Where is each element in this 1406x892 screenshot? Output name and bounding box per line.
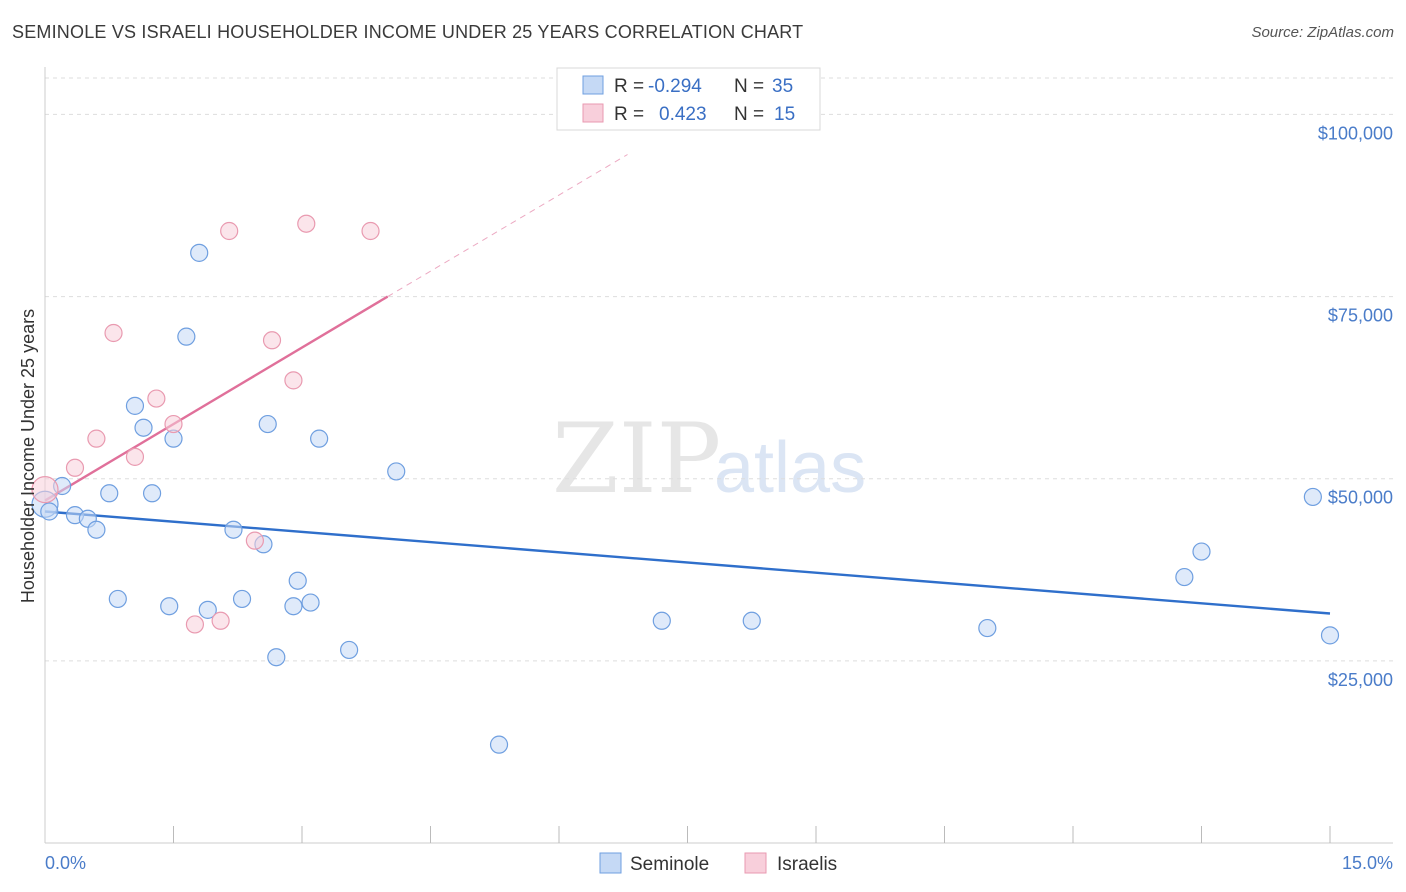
legend-r-label-0: R = xyxy=(614,76,644,97)
correlation-legend: R = -0.294 N = 35 R = 0.423 N = 15 xyxy=(556,67,821,131)
point-seminole-16 xyxy=(232,589,252,609)
point-seminole-6 xyxy=(108,589,127,609)
legend-n-value-1: 15 xyxy=(774,104,795,125)
point-israelis-13 xyxy=(297,214,316,233)
point-israelis-12 xyxy=(284,371,303,390)
point-israelis-7 xyxy=(185,615,205,634)
point-seminole-22 xyxy=(301,593,320,612)
point-seminole-12 xyxy=(177,327,196,346)
point-israelis-0 xyxy=(31,476,59,504)
point-seminole-9 xyxy=(142,484,162,503)
watermark-zip: ZIP xyxy=(552,403,721,515)
chart-source: Source: ZipAtlas.com xyxy=(1251,24,1394,41)
legend-n-value-0: 35 xyxy=(772,76,793,97)
point-seminole-13 xyxy=(190,243,209,262)
x-tick-labels: 0.0% 15.0% xyxy=(45,853,1393,873)
point-israelis-1 xyxy=(65,458,85,477)
point-seminole-27 xyxy=(652,611,671,630)
series-legend: Seminole Israelis xyxy=(599,852,837,875)
point-seminole-23 xyxy=(310,429,329,448)
point-israelis-2 xyxy=(87,429,106,448)
point-seminole-33 xyxy=(1320,626,1340,645)
point-israelis-4 xyxy=(125,447,145,466)
point-israelis-10 xyxy=(245,531,264,550)
x-tick-label-max: 15.0% xyxy=(1342,853,1393,873)
point-seminole-18 xyxy=(258,414,277,434)
point-israelis-14 xyxy=(361,221,380,241)
trend-line-seminole xyxy=(44,510,1331,615)
legend-r-label-1: R = xyxy=(614,104,644,125)
point-seminole-7 xyxy=(125,396,145,415)
point-seminole-34 xyxy=(40,502,59,521)
legend-swatch-seminole xyxy=(582,75,604,95)
bottom-legend-swatch-israelis xyxy=(744,852,767,874)
point-seminole-31 xyxy=(1192,542,1211,561)
point-seminole-29 xyxy=(978,618,997,638)
point-israelis-5 xyxy=(147,389,166,408)
point-seminole-4 xyxy=(87,520,106,539)
legend-r-value-1: 0.423 xyxy=(659,104,707,125)
point-seminole-10 xyxy=(160,597,179,616)
point-seminole-19 xyxy=(267,648,286,667)
point-seminole-8 xyxy=(134,418,153,437)
bottom-legend-seminole: Seminole xyxy=(630,854,709,875)
point-seminole-24 xyxy=(340,640,359,660)
legend-n-label-1: N = xyxy=(734,104,764,125)
point-seminole-20 xyxy=(284,597,303,616)
point-seminole-26 xyxy=(489,735,509,754)
point-seminole-21 xyxy=(288,571,307,590)
legend-n-label-0: N = xyxy=(734,76,764,97)
trend-line-extension-israelis xyxy=(387,154,628,298)
point-seminole-15 xyxy=(224,520,243,539)
trend-line-israelis xyxy=(44,295,389,502)
axes xyxy=(44,67,1393,844)
bottom-legend-israelis: Israelis xyxy=(777,854,837,875)
point-israelis-11 xyxy=(262,331,282,350)
point-seminole-14 xyxy=(198,600,217,619)
point-seminole-5 xyxy=(100,484,119,503)
point-israelis-3 xyxy=(104,323,123,343)
chart-title: SEMINOLE VS ISRAELI HOUSEHOLDER INCOME U… xyxy=(12,22,804,42)
bottom-legend-swatch-seminole xyxy=(599,852,622,874)
y-axis-title: Householder Income Under 25 years xyxy=(18,309,38,603)
y-tick-label-1: $50,000 xyxy=(1328,488,1393,508)
y-tick-labels: $25,000 $50,000 $75,000 $100,000 xyxy=(1318,123,1393,689)
legend-swatch-israelis xyxy=(582,103,604,123)
point-seminole-32 xyxy=(1303,487,1322,507)
point-seminole-25 xyxy=(387,462,406,481)
point-israelis-6 xyxy=(164,414,183,434)
watermark-atlas: atlas xyxy=(714,428,866,508)
y-tick-label-2: $75,000 xyxy=(1328,306,1393,326)
legend-r-value-0: -0.294 xyxy=(648,76,702,97)
trend-lines xyxy=(44,154,1331,615)
point-israelis-8 xyxy=(211,611,230,630)
y-tick-label-0: $25,000 xyxy=(1328,670,1393,690)
point-israelis-9 xyxy=(220,221,239,241)
point-seminole-28 xyxy=(742,611,761,630)
point-seminole-30 xyxy=(1175,567,1194,587)
data-points xyxy=(31,214,1340,754)
y-tick-label-3: $100,000 xyxy=(1318,123,1393,143)
x-tick-label-min: 0.0% xyxy=(45,853,86,873)
watermark: ZIP atlas xyxy=(552,403,866,515)
